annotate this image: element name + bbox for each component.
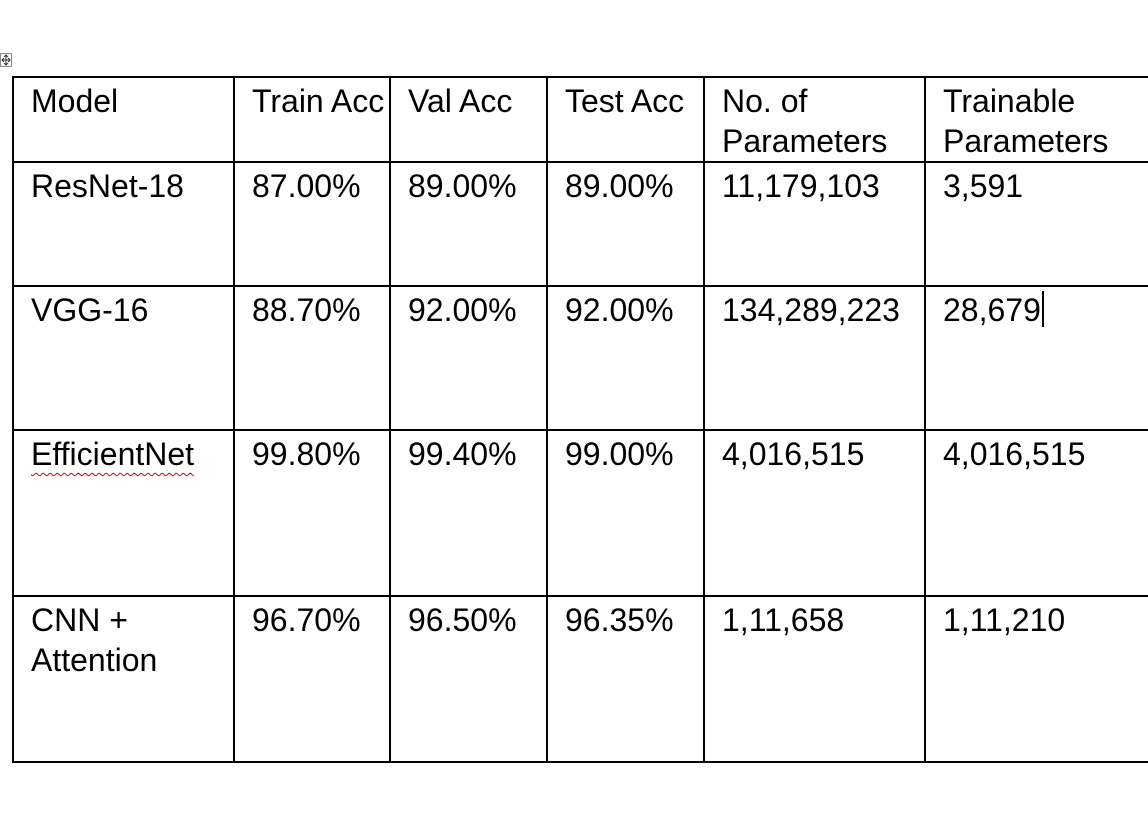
cell-text: 1,11,658 — [722, 602, 845, 638]
header-val-acc[interactable]: Val Acc — [389, 76, 548, 163]
cell-text: 96.50% — [408, 602, 517, 638]
table-move-handle-icon[interactable] — [0, 53, 12, 67]
cell-text: 88.70% — [252, 292, 361, 328]
cell-text: 96.35% — [565, 602, 674, 638]
cell-text: 11,179,103 — [722, 168, 880, 204]
cell-trainable-parameters[interactable]: 1,11,210 — [924, 595, 1148, 763]
cell-model[interactable]: CNN + Attention — [12, 595, 235, 763]
cell-trainable-parameters[interactable]: 4,016,515 — [924, 429, 1148, 597]
cell-text: 89.00% — [408, 168, 517, 204]
header-train-acc[interactable]: Train Acc — [233, 76, 391, 163]
cell-trainable-parameters[interactable]: 28,679 — [924, 285, 1148, 431]
cell-text: ResNet-18 — [31, 168, 184, 204]
text-cursor-icon — [1041, 291, 1044, 327]
cell-text: VGG-16 — [31, 292, 149, 328]
cell-num-parameters[interactable]: 1,11,658 — [703, 595, 926, 763]
cell-val-acc[interactable]: 99.40% — [389, 429, 548, 597]
header-trainable-parameters-label: Trainable Parameters — [943, 83, 1109, 159]
cell-train-acc[interactable]: 96.70% — [233, 595, 391, 763]
header-val-acc-label: Val Acc — [408, 83, 513, 119]
header-test-acc[interactable]: Test Acc — [546, 76, 705, 163]
cell-num-parameters[interactable]: 11,179,103 — [703, 161, 926, 287]
cell-test-acc[interactable]: 96.35% — [546, 595, 705, 763]
cell-model[interactable]: VGG-16 — [12, 285, 235, 431]
cell-text-spellcheck[interactable]: EfficientNet — [31, 436, 195, 472]
cell-text: 92.00% — [408, 292, 517, 328]
cell-text: 3,591 — [943, 168, 1024, 204]
cell-text: 99.80% — [252, 436, 361, 472]
table-row: VGG-16 88.70% 92.00% 92.00% 134,289,223 … — [12, 285, 1148, 431]
header-test-acc-label: Test Acc — [565, 83, 685, 119]
cell-text: 4,016,515 — [943, 436, 1086, 472]
cell-train-acc[interactable]: 88.70% — [233, 285, 391, 431]
cell-num-parameters[interactable]: 4,016,515 — [703, 429, 926, 597]
header-num-parameters[interactable]: No. of Parameters — [703, 76, 926, 163]
cell-text: 89.00% — [565, 168, 674, 204]
table-header-row: Model Train Acc Val Acc Test Acc No. of … — [12, 76, 1148, 163]
cell-text: 99.40% — [408, 436, 517, 472]
cell-val-acc[interactable]: 96.50% — [389, 595, 548, 763]
table-row: EfficientNet 99.80% 99.40% 99.00% 4,016,… — [12, 429, 1148, 597]
table-row: CNN + Attention 96.70% 96.50% 96.35% 1,1… — [12, 595, 1148, 763]
cell-trainable-parameters[interactable]: 3,591 — [924, 161, 1148, 287]
header-model-label: Model — [31, 83, 119, 119]
cell-test-acc[interactable]: 89.00% — [546, 161, 705, 287]
cell-text: CNN + Attention — [31, 602, 158, 678]
cell-text: 87.00% — [252, 168, 361, 204]
cell-text: 28,679 — [943, 292, 1041, 328]
cell-model[interactable]: ResNet-18 — [12, 161, 235, 287]
cell-model[interactable]: EfficientNet — [12, 429, 235, 597]
header-train-acc-label: Train Acc — [252, 83, 385, 119]
cell-text: 1,11,210 — [943, 602, 1066, 638]
cell-test-acc[interactable]: 99.00% — [546, 429, 705, 597]
cell-text: 99.00% — [565, 436, 674, 472]
header-num-parameters-label: No. of Parameters — [722, 83, 888, 159]
cell-test-acc[interactable]: 92.00% — [546, 285, 705, 431]
table-row: ResNet-18 87.00% 89.00% 89.00% 11,179,10… — [12, 161, 1148, 287]
cell-val-acc[interactable]: 92.00% — [389, 285, 548, 431]
cell-text: 4,016,515 — [722, 436, 865, 472]
header-model[interactable]: Model — [12, 76, 235, 163]
cell-train-acc[interactable]: 87.00% — [233, 161, 391, 287]
cell-text: 96.70% — [252, 602, 361, 638]
cell-num-parameters[interactable]: 134,289,223 — [703, 285, 926, 431]
cell-val-acc[interactable]: 89.00% — [389, 161, 548, 287]
cell-text: 92.00% — [565, 292, 674, 328]
header-trainable-parameters[interactable]: Trainable Parameters — [924, 76, 1148, 163]
results-table[interactable]: Model Train Acc Val Acc Test Acc No. of … — [12, 76, 1148, 763]
cell-train-acc[interactable]: 99.80% — [233, 429, 391, 597]
cell-text: 134,289,223 — [722, 292, 900, 328]
